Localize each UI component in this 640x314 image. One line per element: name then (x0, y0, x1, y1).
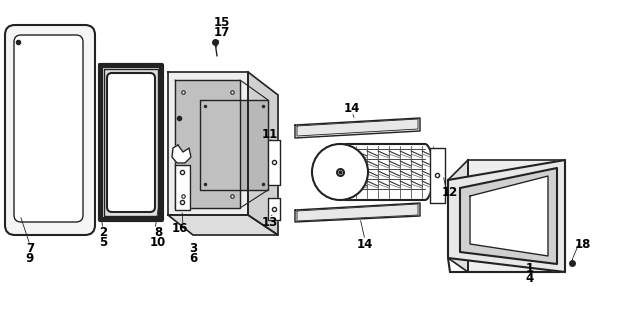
Polygon shape (268, 198, 280, 220)
Text: 9: 9 (26, 252, 34, 266)
Text: 7: 7 (26, 241, 34, 255)
FancyBboxPatch shape (107, 73, 155, 212)
Text: 16: 16 (172, 221, 188, 235)
Polygon shape (172, 145, 191, 163)
Polygon shape (460, 168, 557, 264)
Text: 14: 14 (344, 101, 360, 115)
Text: 1: 1 (526, 262, 534, 274)
Text: 18: 18 (575, 237, 591, 251)
Text: 14: 14 (357, 237, 373, 251)
Text: 10: 10 (150, 236, 166, 248)
Polygon shape (470, 176, 548, 256)
Text: 15: 15 (214, 15, 230, 29)
Text: 12: 12 (442, 186, 458, 198)
Polygon shape (100, 65, 162, 220)
Polygon shape (248, 72, 278, 235)
Polygon shape (468, 160, 565, 272)
Polygon shape (448, 160, 565, 272)
Text: 3: 3 (189, 241, 197, 255)
Text: 5: 5 (99, 236, 107, 248)
Polygon shape (175, 165, 190, 210)
FancyBboxPatch shape (14, 35, 83, 222)
Polygon shape (168, 215, 278, 235)
Polygon shape (295, 118, 420, 138)
Polygon shape (200, 100, 268, 190)
Text: 13: 13 (262, 215, 278, 229)
FancyBboxPatch shape (5, 25, 95, 235)
Text: 6: 6 (189, 252, 197, 266)
Text: 4: 4 (526, 273, 534, 285)
Polygon shape (430, 148, 445, 203)
Polygon shape (168, 72, 248, 215)
Text: 2: 2 (99, 225, 107, 239)
Text: 8: 8 (154, 225, 162, 239)
Polygon shape (268, 140, 280, 185)
Polygon shape (295, 203, 420, 222)
Text: 17: 17 (214, 26, 230, 40)
Polygon shape (448, 160, 468, 272)
Polygon shape (175, 80, 240, 208)
Polygon shape (340, 144, 425, 200)
Text: 11: 11 (262, 127, 278, 140)
Circle shape (312, 144, 368, 200)
